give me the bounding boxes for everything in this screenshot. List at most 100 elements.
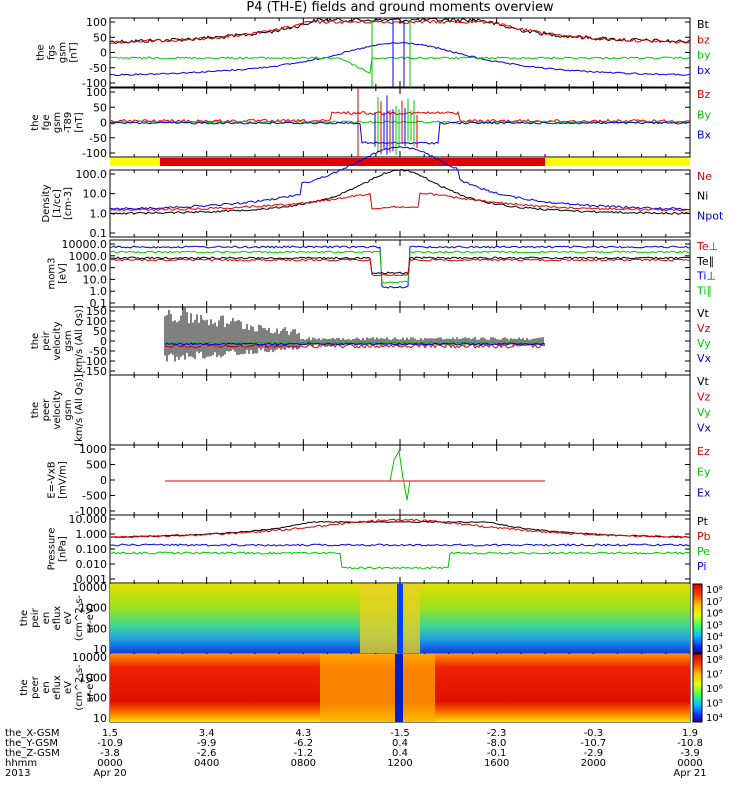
- legend-pressure-Pi: Pi: [697, 560, 706, 573]
- ylabel-fgs_dc: -T89: [63, 112, 74, 134]
- legend-density-Ni: Ni: [697, 190, 708, 203]
- legend-peir_velocity-Vx: Vx: [697, 352, 712, 365]
- ylabel-peer_velocity: peer: [41, 398, 52, 422]
- legend-temperature-Ti∥: Ti∥: [696, 284, 712, 297]
- ytick-label-peer_eflux: 10000: [72, 651, 107, 664]
- ylabel-peir_velocity: velocity: [52, 321, 63, 360]
- xaxis-date-start: Apr 20: [93, 768, 126, 779]
- colorbar-label-peir_eflux: 10⁶: [706, 609, 723, 620]
- ytick-label-peer_eflux: 100: [86, 692, 107, 705]
- ylabel-peer_eflux: sr-eV): [85, 673, 96, 702]
- colorbar-label-peer_eflux: 10⁶: [706, 684, 723, 695]
- ytick-label-temperature: 1.0: [90, 285, 108, 298]
- colorbar-label-peir_eflux: 10³: [706, 644, 723, 655]
- ytick-label-peir_velocity: 150: [86, 305, 107, 318]
- xaxis-row-label: the_Z-GSM: [5, 748, 60, 759]
- ylabel-pressure: Pressure: [47, 528, 58, 571]
- xaxis-value: 3.4: [199, 728, 215, 739]
- legend-efield-Ey: Ey: [697, 466, 711, 479]
- trace-pi: [109, 543, 691, 547]
- ytick-label-peir_velocity: 100: [86, 315, 107, 328]
- ytick-label-peir_eflux: 10: [93, 643, 107, 656]
- trace-ne: [109, 192, 691, 212]
- colorbar-label-peir_eflux: 10⁸: [706, 585, 723, 596]
- legend-pressure-Pt: Pt: [697, 515, 709, 528]
- xaxis-row-label: the_Y-GSM: [5, 738, 58, 749]
- legend-temperature-Ti⊥: Ti⊥: [696, 270, 716, 283]
- ylabel-peir_velocity: the: [30, 333, 41, 349]
- ylabel-temperature: mom3: [47, 258, 58, 290]
- legend-efield-Ex: Ex: [697, 486, 711, 499]
- ytick-label-efield: -500: [82, 490, 107, 503]
- xaxis-row-label: the_X-GSM: [5, 728, 59, 739]
- ytick-label-efield: 0: [100, 474, 107, 487]
- colorbar-peir_eflux: [692, 583, 703, 654]
- ytick-label-fgs: 0: [100, 47, 107, 60]
- ey-spike: [389, 449, 411, 501]
- panel-frame-peer_velocity: [109, 374, 691, 446]
- colorbar-peer_eflux: [692, 653, 703, 723]
- legend-peer_velocity-Vt: Vt: [697, 375, 710, 388]
- plot-title: P4 (TH-E) fields and ground moments over…: [246, 0, 554, 15]
- ytick-label-peer_eflux: 10: [93, 712, 107, 725]
- legend-peir_velocity-Vt: Vt: [697, 307, 710, 320]
- ylabel-fgs_dc: gsm: [52, 112, 63, 133]
- colorbar-label-peir_eflux: 10⁴: [706, 632, 723, 643]
- xaxis-value: -0.1: [487, 748, 507, 759]
- ytick-label-temperature: 1000.0: [69, 250, 108, 263]
- xaxis-value: 1.5: [102, 728, 118, 739]
- ytick-label-pressure: 0.100: [76, 543, 108, 556]
- colorbar-label-peer_eflux: 10⁵: [706, 699, 723, 710]
- panel-frame-temperature: [109, 239, 691, 308]
- xaxis-value: 2000: [581, 758, 606, 769]
- xaxis-value: -9.9: [197, 738, 217, 749]
- trace-ti-par: [109, 250, 691, 284]
- xaxis-value: 1200: [387, 758, 412, 769]
- xaxis-value: 0400: [194, 758, 219, 769]
- xaxis-value: -1.5: [390, 728, 410, 739]
- xaxis-value: 0000: [97, 758, 122, 769]
- ytick-label-peir_eflux: 100: [86, 622, 107, 635]
- ylabel-density: [cm-3]: [63, 187, 74, 220]
- trace-dBx: [109, 121, 690, 145]
- ytick-label-fgs_dc: -100: [82, 147, 107, 160]
- ylabel-peir_eflux: the: [19, 610, 30, 626]
- ytick-label-density: 1.0: [90, 207, 108, 220]
- legend-fgs-Bt: Bt: [697, 18, 710, 31]
- ytick-label-peir_eflux: 10000: [72, 581, 107, 594]
- ytick-label-peir_eflux: 1000: [79, 602, 107, 615]
- ylabel-peer_eflux: en: [41, 681, 52, 694]
- ytick-label-fgs_dc: 100: [86, 86, 107, 99]
- ylabel-peer_velocity: velocity: [52, 390, 63, 429]
- xaxis-value: -10.9: [97, 738, 123, 749]
- trace-by: [109, 56, 691, 74]
- ytick-label-fgs: 50: [93, 31, 107, 44]
- ytick-label-efield: -1000: [75, 505, 107, 518]
- xaxis-date-label: 2013: [5, 768, 30, 779]
- legend-fgs_dc-Bz: Bz: [697, 88, 711, 101]
- legend-peer_velocity-Vy: Vy: [697, 406, 711, 419]
- ylabel-peir_velocity: peir: [41, 330, 52, 350]
- ylabel-efield: [mV/m]: [58, 461, 69, 499]
- ytick-label-fgs: 100: [86, 16, 107, 29]
- trace-vx: [164, 342, 546, 346]
- ylabel-peer_velocity: the: [30, 402, 41, 418]
- ytick-label-efield: 500: [86, 459, 107, 472]
- ytick-label-temperature: 0.1: [90, 297, 108, 310]
- ylabel-peir_eflux: peir: [30, 607, 41, 627]
- ylabel-peer_eflux: eV: [63, 681, 74, 694]
- ylabel-peir_eflux: eflux: [52, 606, 63, 631]
- peer-spectrogram-event: [320, 654, 435, 722]
- xaxis-value: -3.8: [100, 748, 120, 759]
- trace-ti-perp: [109, 245, 691, 289]
- trace-vz: [164, 342, 546, 349]
- ylabel-peir_eflux: eV: [63, 611, 74, 624]
- ytick-label-efield: 1000: [79, 443, 107, 456]
- xaxis-value: -2.9: [584, 748, 604, 759]
- legend-peer_velocity-Vz: Vz: [697, 391, 711, 404]
- peir-spectrogram-dip: [397, 584, 403, 653]
- panel-frame-pressure: [109, 514, 691, 584]
- trace-bz: [109, 19, 691, 45]
- ylabel-temperature: [eV]: [58, 263, 69, 284]
